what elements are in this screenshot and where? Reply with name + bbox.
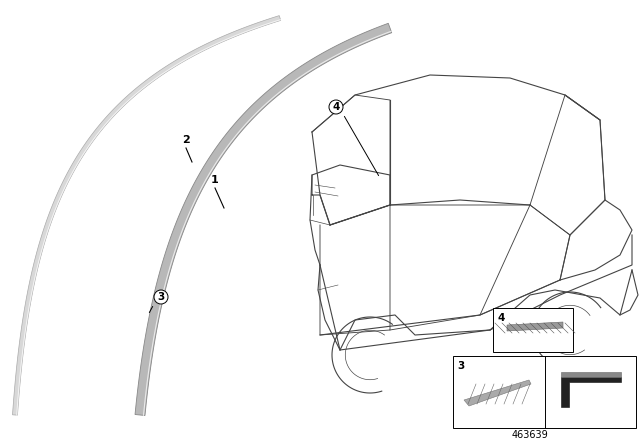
Polygon shape [507,322,563,331]
Polygon shape [561,372,621,377]
Text: 4: 4 [332,102,340,112]
Polygon shape [561,377,621,407]
Text: 4: 4 [497,313,504,323]
Bar [493,308,573,352]
Polygon shape [135,23,392,415]
Text: 3: 3 [157,292,164,302]
Polygon shape [464,380,531,406]
Text: 2: 2 [182,135,190,145]
Bar [453,356,636,428]
Circle shape [154,290,168,304]
Text: 463639: 463639 [511,430,548,440]
Text: 1: 1 [211,175,219,185]
Text: 3: 3 [457,361,464,371]
Circle shape [329,100,343,114]
Polygon shape [13,16,281,415]
